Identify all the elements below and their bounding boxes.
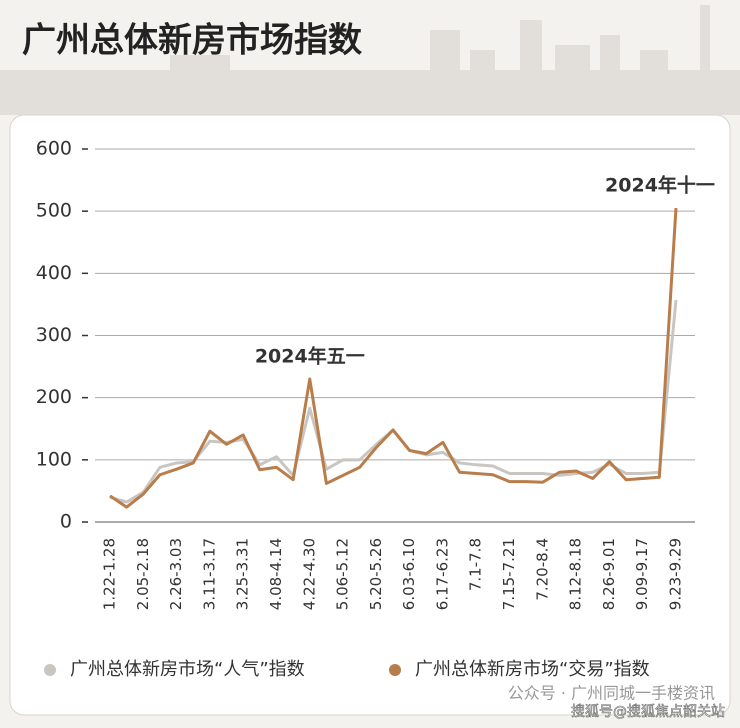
x-tick-label: 7.1-7.8 <box>467 538 485 591</box>
y-tick-label: 600 <box>36 138 72 160</box>
y-tick-label: 200 <box>36 386 72 408</box>
x-tick-label: 3.11-3.17 <box>200 538 218 610</box>
x-tick-label: 1.22-1.28 <box>101 538 119 610</box>
x-tick-label: 4.22-4.30 <box>300 538 318 610</box>
y-tick-label: 100 <box>36 448 72 470</box>
x-tick-label: 3.25-3.31 <box>234 538 252 610</box>
x-tick-label: 9.09-9.17 <box>633 538 651 610</box>
x-tick-label: 6.03-6.10 <box>400 538 418 610</box>
panel <box>9 114 731 716</box>
skyline <box>0 5 740 115</box>
y-tick-label: 400 <box>36 262 72 284</box>
x-tick-label: 5.06-5.12 <box>334 538 352 610</box>
chart-title: 广州总体新房市场指数 <box>22 21 362 61</box>
x-tick-label: 8.26-9.01 <box>600 538 618 610</box>
y-tick-label: 500 <box>36 200 72 222</box>
x-tick-label: 9.23-9.29 <box>667 538 685 610</box>
x-tick-label: 2.05-2.18 <box>134 538 152 610</box>
x-tick-label: 6.17-6.23 <box>433 538 451 610</box>
plot: 0 100 200 300 400 500 600 1.22-1.28 2.05-2.18 2.2… <box>36 138 726 721</box>
x-tick-label: 8.12-8.18 <box>567 538 585 610</box>
annotation: 2024年五一 <box>255 345 365 368</box>
x-tick-label: 7.20-8.4 <box>533 538 551 601</box>
x-tick-label: 7.15-7.21 <box>500 538 518 610</box>
annotation: 2024年十一 <box>605 174 715 197</box>
x-tick-label: 2.26-3.03 <box>167 538 185 610</box>
x-tick-label: 4.08-4.14 <box>267 538 285 610</box>
legend-marker <box>389 664 401 676</box>
legend-label: 广州总体新房市场“交易”指数 <box>415 659 650 680</box>
watermark: 搜狐号@搜狐焦点韶关站 <box>571 704 725 720</box>
watermark: 公众号 · 广州同城一手楼资讯 <box>508 684 715 703</box>
y-tick-label: 300 <box>36 324 72 346</box>
y-tick-label: 0 <box>60 511 72 533</box>
series-line <box>109 207 678 509</box>
legend-marker <box>44 664 56 676</box>
legend-label: 广州总体新房市场“人气”指数 <box>70 659 305 680</box>
x-tick-label: 5.20-5.26 <box>367 538 385 610</box>
